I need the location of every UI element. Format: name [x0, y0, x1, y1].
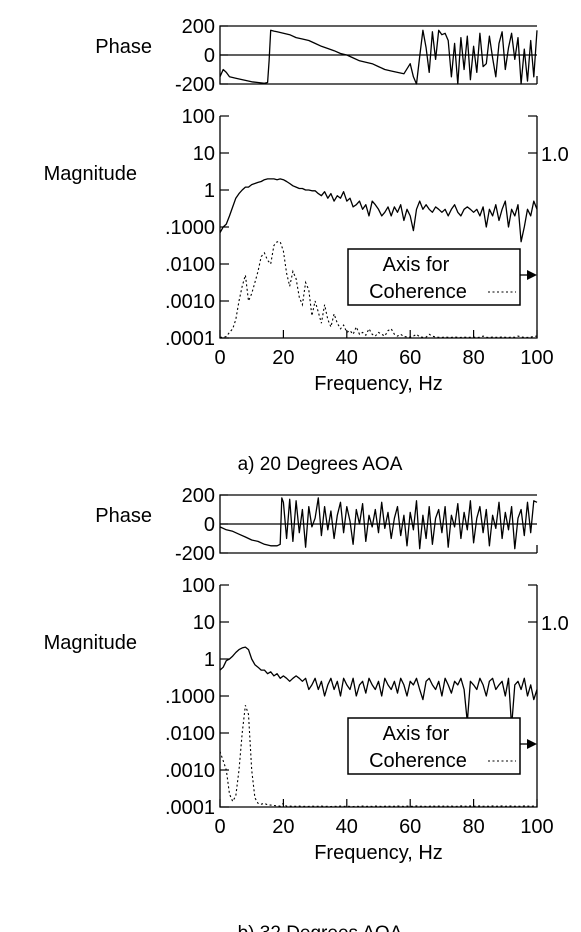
magnitude-xtick-label: 20: [272, 816, 294, 838]
magnitude-series-line: [219, 646, 538, 728]
coherence-legend-line2: Coherence: [369, 750, 467, 772]
magnitude-ytick-label: 100: [182, 575, 215, 597]
magnitude-ylabel: Magnitude: [44, 163, 137, 185]
phase-ytick-label: -200: [175, 543, 215, 565]
magnitude-ytick-label: .0100: [165, 723, 215, 745]
coherence-axis-label: 1.0: [541, 613, 569, 635]
magnitude-ytick-label: .0100: [165, 254, 215, 276]
magnitude-ytick-label: .0001: [165, 328, 215, 350]
phase-ylabel: Phase: [95, 505, 152, 527]
panel-caption: a) 20 Degrees AOA: [238, 454, 403, 475]
coherence-legend-line2: Coherence: [369, 281, 467, 303]
coherence-legend-arrowhead: [527, 739, 537, 749]
magnitude-ytick-label: 1: [204, 180, 215, 202]
coherence-series-line: [220, 241, 538, 338]
magnitude-xtick-label: 40: [336, 816, 358, 838]
magnitude-ytick-label: .1000: [165, 217, 215, 239]
magnitude-xtick-label: 20: [272, 347, 294, 369]
magnitude-xtick-label: 60: [399, 816, 421, 838]
panel-caption: b) 32 Degrees AOA: [238, 923, 403, 932]
magnitude-xtick-label: 80: [462, 347, 484, 369]
magnitude-ytick-label: .0010: [165, 291, 215, 313]
phase-ytick-label: 0: [204, 514, 215, 536]
magnitude-ylabel: Magnitude: [44, 632, 137, 654]
phase-series-line: [219, 29, 538, 85]
coherence-legend-line1: Axis for: [383, 723, 450, 745]
coherence-series-line: [219, 705, 538, 808]
magnitude-xtick-label: 0: [214, 816, 225, 838]
phase-ytick-label: 0: [204, 45, 215, 67]
magnitude-ytick-label: .0010: [165, 760, 215, 782]
magnitude-ytick-label: 10: [193, 143, 215, 165]
coherence-legend-box: [347, 717, 521, 775]
magnitude-xlabel: Frequency, Hz: [314, 842, 443, 864]
coherence-axis-label: 1.0: [541, 144, 569, 166]
phase-ytick-label: 200: [182, 485, 215, 507]
magnitude-xtick-label: 0: [214, 347, 225, 369]
phase-ytick-label: 200: [182, 16, 215, 38]
magnitude-xtick-label: 100: [520, 347, 553, 369]
magnitude-ytick-label: 1: [204, 649, 215, 671]
magnitude-xtick-label: 100: [520, 816, 553, 838]
phase-ylabel: Phase: [95, 36, 152, 58]
phase-series-line: [219, 497, 538, 550]
magnitude-xtick-label: 40: [336, 347, 358, 369]
phase-ytick-label: -200: [175, 74, 215, 96]
magnitude-xtick-label: 60: [399, 347, 421, 369]
coherence-legend-arrowhead: [527, 270, 537, 280]
panel-a: 2000-200Phase100101.1000.0100.0010.00011…: [44, 16, 569, 475]
magnitude-series-line: [219, 178, 538, 243]
magnitude-ytick-label: 100: [182, 106, 215, 128]
magnitude-ytick-label: 10: [193, 612, 215, 634]
coherence-legend-line1: Axis for: [383, 254, 450, 276]
magnitude-xlabel: Frequency, Hz: [314, 373, 443, 395]
magnitude-xtick-label: 80: [462, 816, 484, 838]
coherence-legend-box: [347, 248, 521, 306]
magnitude-ytick-label: .0001: [165, 797, 215, 819]
panel-b: 2000-200Phase100101.1000.0100.0010.00011…: [44, 485, 569, 932]
magnitude-ytick-label: .1000: [165, 686, 215, 708]
